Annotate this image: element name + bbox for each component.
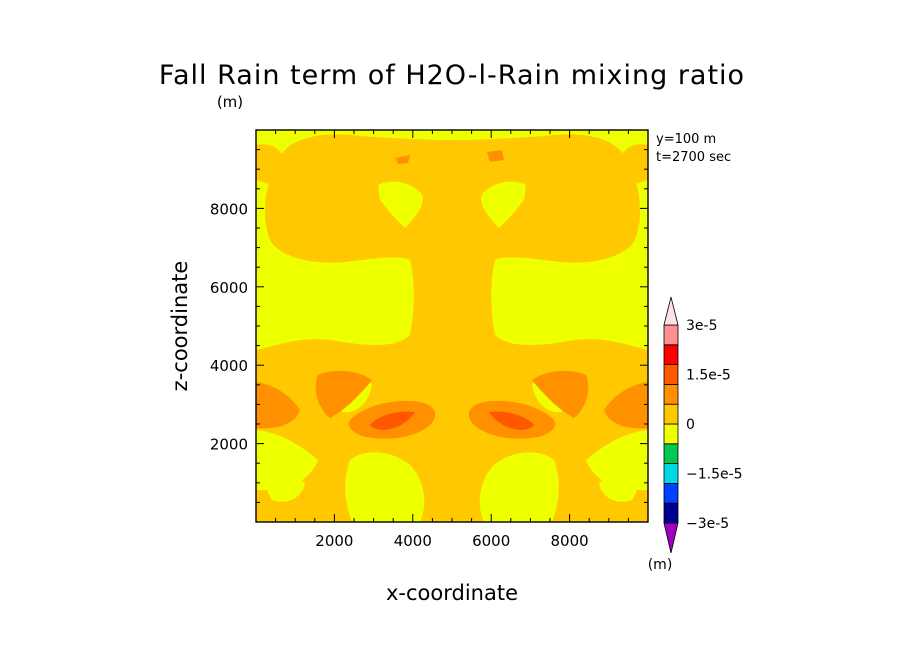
colorbar-segment (663, 383, 679, 405)
x-tick-label: 4000 (394, 532, 432, 550)
redorange-left-core (370, 411, 415, 430)
colorbar-segment (663, 443, 679, 464)
x-tick-label: 6000 (472, 532, 510, 550)
hole-bottom-edge-left (266, 469, 305, 502)
hole-upper-right (481, 181, 526, 228)
y-tick-label: 2000 (210, 436, 248, 454)
x-tick-label: 2000 (315, 532, 353, 550)
colorbar-label: −1.5e-5 (686, 467, 743, 483)
colorbar-segment (663, 423, 679, 445)
colorbar: 3e-5 1.5e-5 0 −1.5e-5 −3e-5 (663, 296, 743, 554)
colorbar-over-arrow (663, 296, 679, 326)
colorbar-segment (663, 463, 679, 484)
hole-bottom-left (345, 452, 425, 522)
plot-area: 2000 4000 6000 8000 2000 4000 6000 8000 (210, 129, 649, 550)
colorbar-label: −3e-5 (686, 516, 729, 532)
colorbar-label: 0 (686, 417, 695, 433)
colorbar-segment (663, 403, 679, 425)
info-y: y=100 m (656, 132, 716, 147)
orange-left-band (315, 370, 372, 418)
colorbar-segment (663, 482, 679, 504)
title-unit: (m) (217, 93, 243, 111)
hole-bottom-edge-right (599, 469, 638, 502)
y-tick-label: 8000 (210, 200, 248, 218)
orange-left-edge (256, 382, 300, 429)
y-ticks: 2000 4000 6000 8000 (210, 149, 648, 503)
colorbar-unit: (m) (648, 557, 673, 573)
top-left-patch (256, 144, 285, 185)
hole-upper-left (378, 181, 423, 228)
colorbar-label: 3e-5 (686, 318, 717, 334)
hole-bottom-right (479, 452, 559, 522)
y-tick-label: 4000 (210, 357, 248, 375)
redorange-right-core (489, 411, 534, 430)
x-tick-label: 8000 (551, 532, 589, 550)
orange-top-right-dot (487, 150, 504, 162)
colorbar-segment (663, 344, 679, 365)
orange-right-edge (604, 382, 648, 429)
y-tick-label: 6000 (210, 279, 248, 297)
x-axis-label: x-coordinate (386, 581, 518, 605)
colorbar-label: 1.5e-5 (686, 368, 731, 384)
top-right-patch (619, 144, 648, 185)
level-mid-positive (256, 150, 648, 439)
colorbar-segment (663, 324, 679, 346)
orange-top-left-dot (395, 155, 410, 164)
x-ticks: 2000 4000 6000 8000 (275, 130, 629, 550)
colorbar-segment (663, 502, 679, 524)
contour-field (256, 130, 648, 522)
colorbar-under-arrow (663, 522, 679, 554)
y-axis-label: z-coordinate (168, 261, 192, 392)
level-high-positive (370, 411, 534, 430)
info-t: t=2700 sec (656, 150, 731, 165)
chart-title: Fall Rain term of H2O-l-Rain mixing rati… (159, 60, 745, 91)
orange-right-band (532, 370, 589, 418)
colorbar-segment (663, 364, 679, 385)
